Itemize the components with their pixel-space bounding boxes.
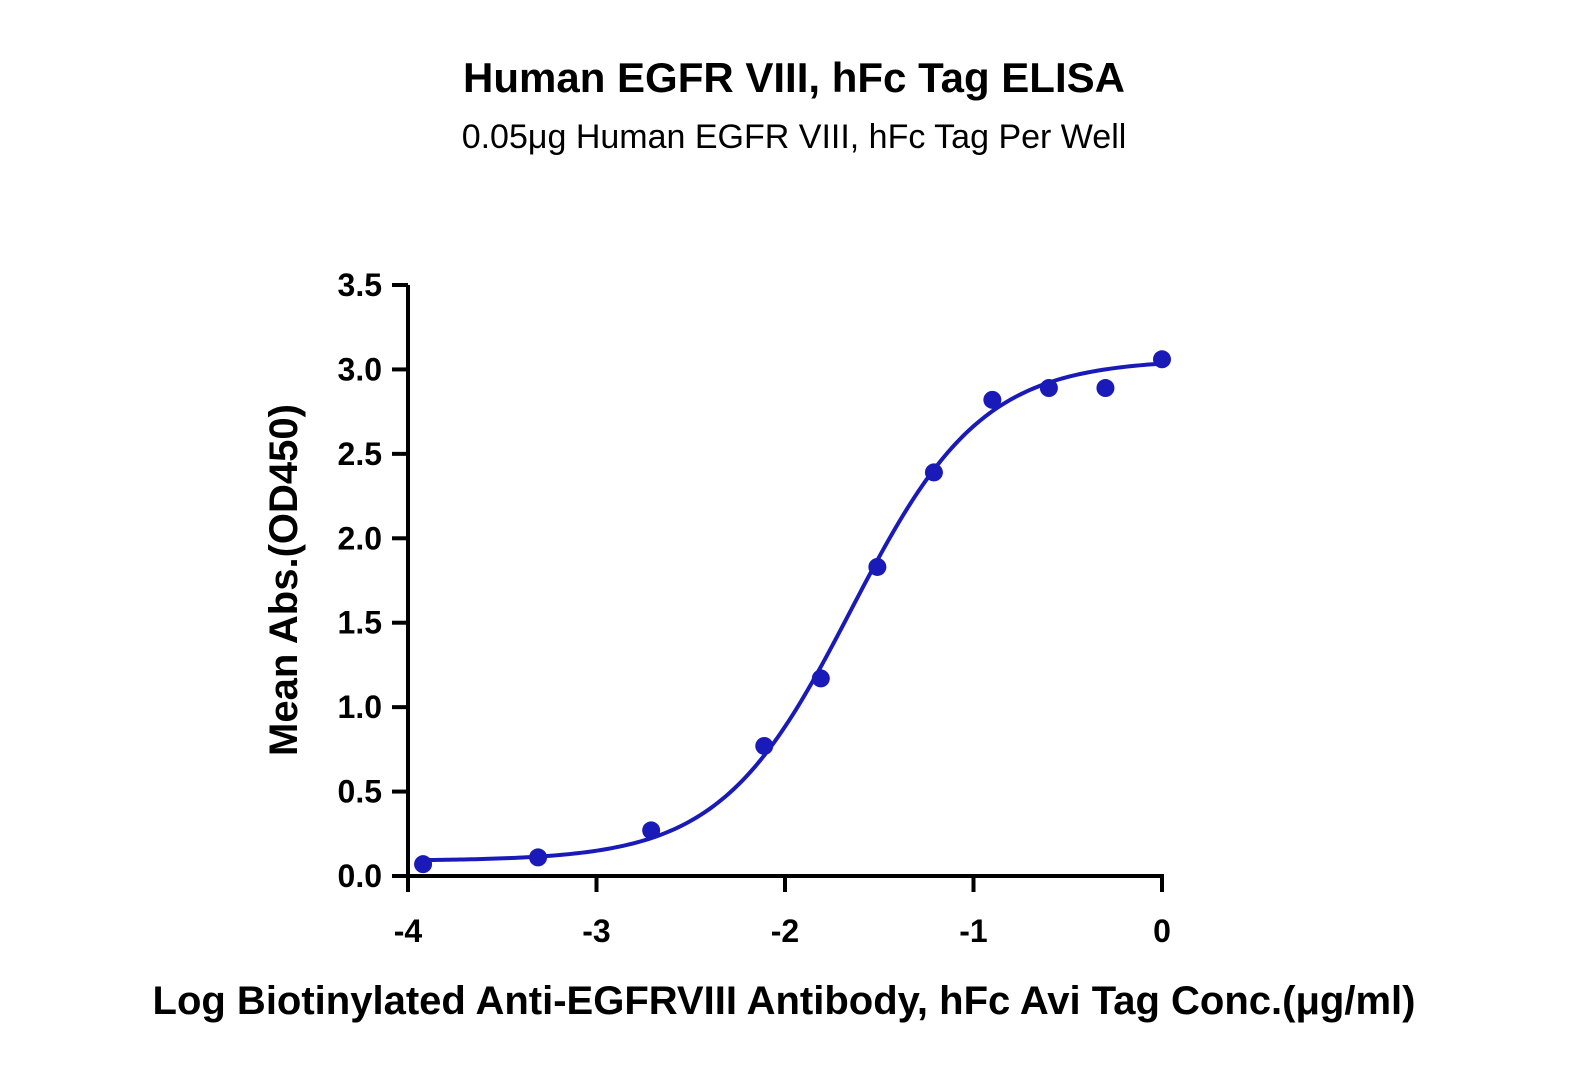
data-point xyxy=(1039,379,1058,398)
x-tick-label: -4 xyxy=(394,913,423,949)
x-axis-ticks: -4 -3 -2 -1 0 xyxy=(394,876,1171,949)
fit-curve-line xyxy=(423,361,1163,863)
y-tick-label: 1.0 xyxy=(338,689,382,725)
data-point xyxy=(642,821,661,840)
y-tick-label: 1.5 xyxy=(338,605,382,641)
data-point xyxy=(1153,350,1171,369)
y-axis-ticks: 0.0 0.5 1.0 1.5 2.0 2.5 3.0 3.5 xyxy=(338,267,408,894)
data-point xyxy=(811,669,830,688)
y-tick-label: 0.0 xyxy=(338,858,382,894)
data-point xyxy=(1096,379,1115,398)
x-tick-label: -3 xyxy=(582,913,610,949)
y-axis-label: Mean Abs.(OD450) xyxy=(262,404,306,756)
chart-title: Human EGFR VIII, hFc Tag ELISA xyxy=(463,54,1125,101)
data-point xyxy=(414,855,433,874)
data-point xyxy=(755,736,774,755)
data-point xyxy=(924,463,943,482)
data-points xyxy=(414,350,1171,874)
x-axis-label: Log Biotinylated Anti-EGFRVIII Antibody,… xyxy=(153,979,1416,1023)
y-tick-label: 2.5 xyxy=(338,436,382,472)
x-tick-label: 0 xyxy=(1153,913,1171,949)
y-tick-label: 0.5 xyxy=(338,774,382,810)
data-point xyxy=(983,390,1002,409)
y-tick-label: 3.5 xyxy=(338,267,382,303)
y-tick-label: 2.0 xyxy=(338,520,382,556)
data-point xyxy=(868,557,887,576)
chart-subtitle: 0.05μg Human EGFR VIII, hFc Tag Per Well xyxy=(462,118,1127,156)
data-point xyxy=(529,848,548,867)
plot-area: 0.0 0.5 1.0 1.5 2.0 2.5 3.0 3.5 -4 -3 -2 -1 0 xyxy=(338,267,1171,949)
x-tick-label: -2 xyxy=(771,913,799,949)
y-tick-label: 3.0 xyxy=(338,351,382,387)
x-tick-label: -1 xyxy=(959,913,987,949)
